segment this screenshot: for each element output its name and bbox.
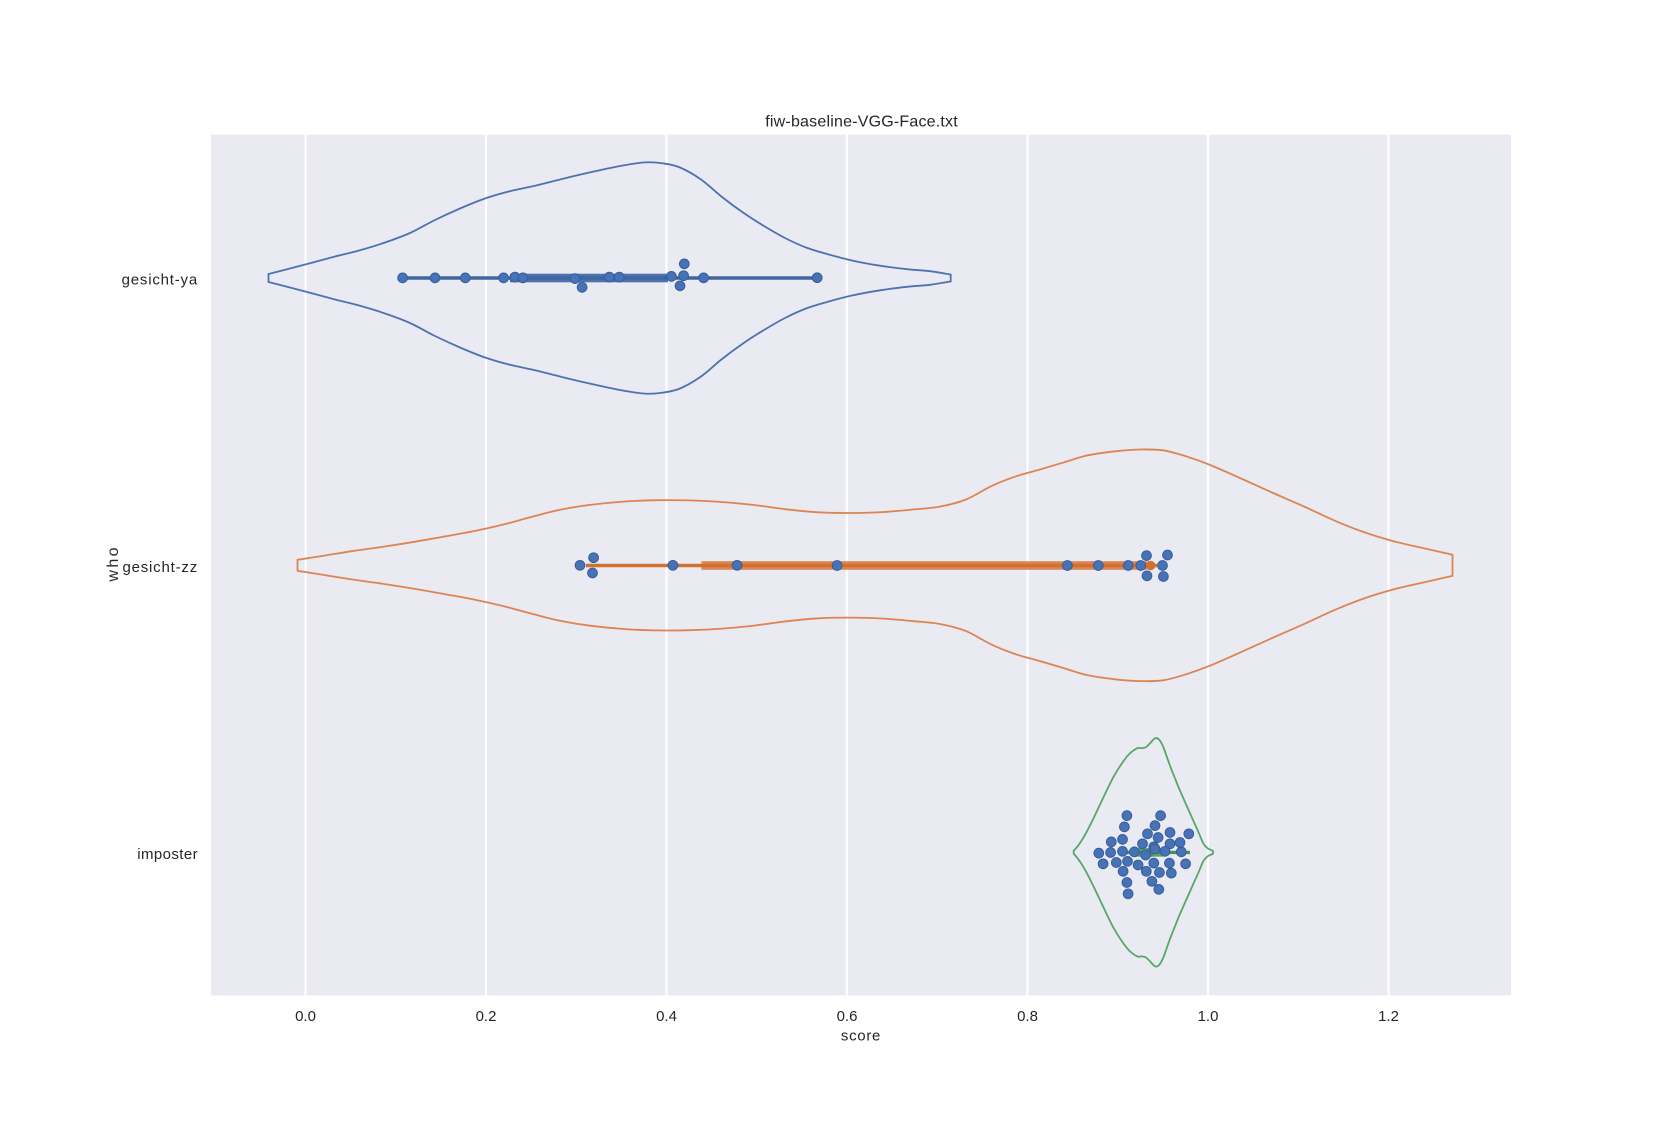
svg-text:score: score (841, 1028, 881, 1045)
svg-text:0.6: 0.6 (837, 1008, 858, 1025)
svg-text:who: who (105, 545, 122, 583)
svg-text:fiw-baseline-VGG-Face.txt: fiw-baseline-VGG-Face.txt (765, 114, 958, 131)
svg-text:1.0: 1.0 (1198, 1008, 1219, 1025)
svg-text:0.2: 0.2 (476, 1008, 497, 1025)
svg-text:0.8: 0.8 (1017, 1008, 1038, 1025)
svg-text:gesicht-ya: gesicht-ya (122, 272, 198, 289)
svg-text:0.4: 0.4 (656, 1008, 677, 1025)
svg-text:0.0: 0.0 (295, 1008, 316, 1025)
svg-text:gesicht-zz: gesicht-zz (122, 559, 198, 576)
svg-text:imposter: imposter (137, 846, 198, 863)
svg-text:1.2: 1.2 (1378, 1008, 1399, 1025)
